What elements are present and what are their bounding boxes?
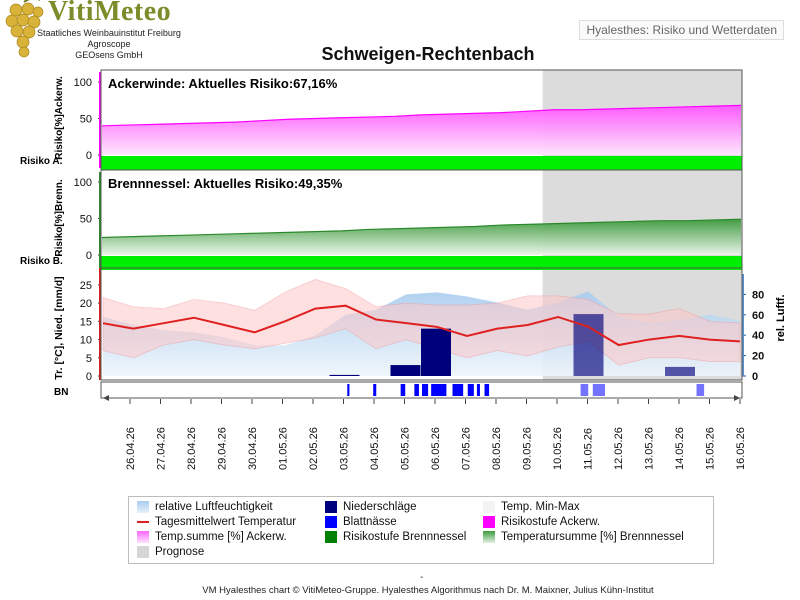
ackerwinde-area (102, 105, 741, 155)
wetness-bar (592, 384, 605, 396)
x-tick-label: 29.04.26 (217, 427, 229, 470)
wetness-bar (400, 384, 406, 396)
temp-mean-line (102, 304, 741, 347)
brennnessel-ytick-label: 50 (80, 214, 92, 226)
brennnessel-risk-level-bar (101, 256, 742, 270)
legend-item-minmax: Temp. Min-Max (483, 501, 580, 513)
legend-item-precip: Niederschläge (325, 501, 417, 513)
weather-ytick-left-label: 10 (80, 335, 92, 347)
x-tick-label: 05.05.26 (400, 427, 412, 470)
x-tick-label: 15.05.26 (705, 427, 717, 470)
scroll-left-icon (103, 395, 109, 401)
brennnessel-area (102, 219, 741, 255)
x-tick-label: 11.05.26 (583, 428, 595, 470)
brennnessel-ytick-label: 100 (74, 177, 92, 189)
wetness-bar (484, 384, 490, 396)
x-tick-label: 16.05.26 (735, 427, 747, 470)
precip-bar (665, 366, 695, 376)
wetness-bar (414, 384, 419, 396)
x-tick-label: 07.05.26 (461, 427, 473, 470)
wetness-bar (452, 384, 464, 396)
footer-dash: - (420, 572, 424, 583)
ackerwinde-line (101, 104, 742, 127)
panel-frame (100, 267, 743, 381)
weather-ylabel-right: rel. Luftf. (775, 294, 787, 341)
legend-item-humidity: relative Luftfeuchtigkeit (137, 501, 273, 513)
legend-item-tsum-acker: Temp.summe [%] Ackerw. (137, 531, 287, 543)
station-title: Schweigen-Rechtenbach (321, 44, 535, 64)
wetness-label: BN (54, 387, 68, 398)
weather-ytick-left-label: 15 (80, 316, 92, 328)
weather-ylabel-left: Tr. [°C], Nied. [mm/d] (53, 276, 65, 379)
ackerwinde-ytick-label: 0 (86, 150, 92, 162)
brennnessel-title: Brennnessel: Aktuelles Risiko:49,35% (108, 176, 343, 191)
wetness-bar (467, 384, 474, 396)
weather-ytick-left-label: 5 (86, 353, 92, 365)
org-line-1: Staatliches Weinbauinstitut Freiburg (37, 28, 181, 38)
ackerwinde-title: Ackerwinde: Aktuelles Risiko:67,16% (108, 76, 338, 91)
x-tick-label: 06.05.26 (430, 427, 442, 470)
x-tick-label: 27.04.26 (156, 427, 168, 470)
wetness-bar (431, 384, 447, 396)
org-line-3: GEOsens GmbH (75, 50, 143, 60)
weather-ytick-right-label: 80 (752, 289, 764, 301)
ackerwinde-risk-level-bar (101, 156, 742, 170)
x-tick-label: 04.05.26 (369, 427, 381, 470)
wetness-bar (347, 384, 350, 396)
wetness-strip (100, 381, 743, 399)
legend-item-temp-mean: Tagesmittelwert Temperatur (137, 516, 296, 528)
wetness-bar (476, 384, 480, 396)
app-label: Hyalesthes: Risiko und Wetterdaten (579, 20, 784, 40)
x-tick-label: 10.05.26 (552, 427, 564, 470)
x-tick-label: 08.05.26 (491, 427, 503, 470)
logo-text: VitiMeteo (48, 0, 172, 27)
wetness-bar (422, 384, 429, 396)
x-tick-label: 02.05.26 (308, 427, 320, 470)
x-tick-label: 13.05.26 (644, 427, 656, 470)
weather-ytick-left-label: 0 (86, 371, 92, 383)
x-tick-label: 01.05.26 (278, 427, 290, 470)
x-tick-label: 26.04.26 (125, 427, 137, 470)
weather-ytick-right-label: 0 (752, 371, 758, 383)
precip-bar (421, 328, 451, 376)
wetness-bar (696, 384, 705, 396)
wetness-bar (373, 384, 377, 396)
legend-item-risk-acker: Risikostufe Ackerw. (483, 516, 600, 528)
ackerwinde-level-label: Risiko A. (20, 156, 63, 167)
precip-bar (329, 374, 360, 376)
legend-item-tsum-brenn: Temperatursumme [%] Brennnessel (483, 531, 684, 543)
precip-bar (390, 365, 421, 376)
weather-ytick-left-label: 25 (80, 280, 92, 292)
ackerwinde-ytick-label: 100 (74, 77, 92, 89)
ackerwinde-ytick-label: 50 (80, 114, 92, 126)
x-tick-label: 12.05.26 (613, 427, 625, 470)
brennnessel-ytick-label: 0 (86, 250, 92, 262)
wetness-bar (580, 384, 589, 396)
temp-minmax-band (102, 279, 741, 366)
brennnessel-ylabel: Risiko[%]Brenn. (54, 179, 65, 256)
legend-item-risk-brenn: Risikostufe Brennnessel (325, 531, 466, 543)
legend-item-wetness: Blattnässe (325, 516, 397, 528)
x-tick-label: 28.04.26 (186, 427, 198, 470)
weather-ytick-left-label: 20 (80, 298, 92, 310)
org-line-2: Agroscope (87, 39, 131, 49)
ackerwinde-ylabel: Risiko[%]Ackerw. (54, 76, 65, 160)
brennnessel-line (101, 218, 742, 239)
x-tick-label: 03.05.26 (339, 427, 351, 470)
footer-credit: VM Hyalesthes chart © VitiMeteo-Gruppe. … (202, 585, 654, 596)
legend-item-prognose: Prognose (137, 546, 204, 558)
x-tick-label: 30.04.26 (247, 427, 259, 470)
x-tick-label: 14.05.26 (674, 427, 686, 470)
brennnessel-level-label: Risiko B. (20, 256, 63, 267)
grape-logo-icon (5, 0, 44, 58)
weather-ytick-right-label: 20 (752, 351, 764, 363)
scroll-right-icon (734, 395, 740, 401)
weather-ytick-right-label: 40 (752, 330, 764, 342)
x-tick-label: 09.05.26 (522, 427, 534, 470)
legend: relative Luftfeuchtigkeit Niederschläge … (128, 496, 714, 564)
weather-ytick-right-label: 60 (752, 310, 764, 322)
